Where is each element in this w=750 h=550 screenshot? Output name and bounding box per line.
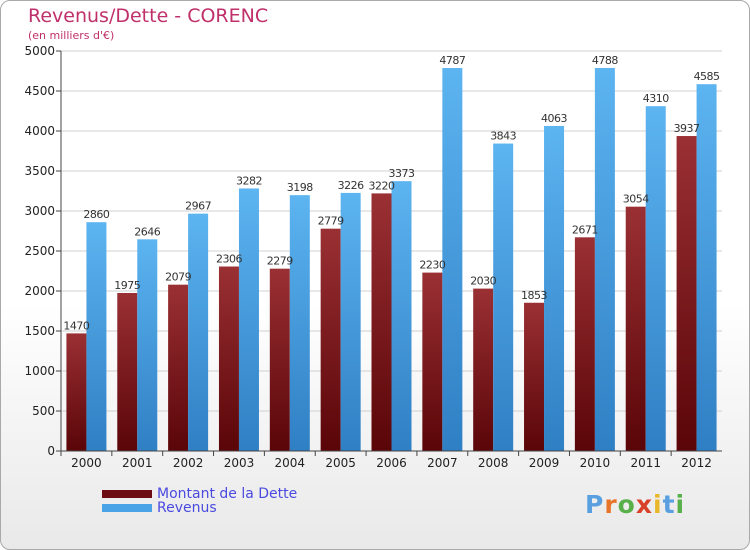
bar-revenus	[340, 192, 361, 452]
bar-revenus	[137, 239, 158, 451]
data-label-dette: 1853	[521, 289, 547, 302]
bar-revenus	[645, 106, 666, 451]
bar-revenus	[696, 84, 717, 451]
y-tick-label: 4000	[24, 124, 55, 138]
y-tick-label: 1000	[24, 364, 55, 378]
bar-dette	[422, 272, 443, 451]
data-label-revenus: 4310	[643, 92, 669, 105]
bar-revenus	[594, 67, 615, 452]
y-tick-label: 3000	[24, 204, 55, 218]
x-tick-label: 2005	[325, 456, 356, 470]
data-label-dette: 2279	[267, 255, 293, 268]
logo-letter: P	[585, 490, 605, 519]
data-label-dette: 1975	[114, 279, 140, 292]
data-label-revenus: 4787	[439, 54, 465, 67]
data-label-dette: 1470	[63, 319, 89, 332]
data-label-revenus: 4788	[592, 54, 618, 67]
y-tick-label: 2500	[24, 244, 55, 258]
data-label-dette: 3054	[623, 193, 649, 206]
bar-dette	[168, 284, 189, 451]
logo-letter: x	[635, 490, 653, 519]
data-labels: 1470 2860 1975 2646 2079 2967 2306 3282 2279 3198…	[63, 54, 720, 332]
x-tick-label: 2008	[478, 456, 509, 470]
bar-dette	[524, 302, 545, 451]
data-label-dette: 2079	[165, 271, 191, 284]
axes: 0 500 1000 1500 2000 2500 3000 3500 4000 4500 5000…	[24, 44, 722, 470]
data-label-dette: 3220	[369, 179, 395, 192]
legend-label-dette: Montant de la Dette	[157, 486, 298, 502]
bar-dette	[66, 333, 87, 451]
y-tick-label: 5000	[24, 44, 55, 58]
x-tick-label: 2007	[427, 456, 458, 470]
data-label-revenus: 3226	[338, 179, 364, 192]
chart-title: Revenus/Dette - CORENC	[28, 5, 269, 27]
bar-dette	[218, 266, 239, 451]
logo-letter: t	[662, 490, 676, 519]
y-tick-label: 0	[47, 444, 55, 458]
data-label-dette: 3937	[674, 122, 700, 135]
y-tick-label: 500	[32, 404, 55, 418]
legend-swatch-dette	[102, 490, 152, 498]
bar-revenus	[442, 68, 463, 451]
logo-letter: i	[675, 490, 686, 519]
x-tick-label: 2003	[224, 456, 255, 470]
data-label-dette: 2779	[318, 215, 344, 228]
data-label-dette: 2230	[419, 259, 445, 272]
x-tick-label: 2009	[529, 456, 560, 470]
x-tick-label: 2012	[681, 456, 712, 470]
bar-dette	[676, 136, 697, 452]
bar-revenus	[493, 143, 514, 451]
y-tick-label: 3500	[24, 164, 55, 178]
bar-revenus	[86, 222, 107, 451]
bar-revenus	[238, 188, 259, 451]
bars	[66, 67, 717, 452]
bar-dette	[269, 268, 290, 451]
logo-letter: i	[653, 490, 663, 519]
bar-revenus	[188, 213, 209, 451]
y-tick-label: 4500	[24, 84, 55, 98]
data-label-revenus: 3843	[490, 130, 516, 143]
data-label-revenus: 2646	[134, 225, 160, 238]
logo-letter: r	[604, 490, 618, 519]
bar-dette	[574, 237, 595, 451]
bar-dette	[320, 228, 341, 451]
data-label-revenus: 2860	[83, 208, 109, 221]
legend-label-revenus: Revenus	[157, 500, 217, 516]
data-label-revenus: 3373	[389, 167, 415, 180]
data-label-revenus: 2967	[185, 200, 211, 213]
data-label-dette: 2671	[572, 223, 598, 236]
chart-subtitle: (en milliers d'€)	[28, 29, 115, 42]
x-tick-label: 2006	[376, 456, 407, 470]
legend-swatch-revenus	[102, 504, 152, 512]
data-label-revenus: 3282	[236, 174, 262, 187]
x-tick-label: 2004	[275, 456, 306, 470]
logo-letter: o	[617, 490, 636, 519]
y-tick-label: 2000	[24, 284, 55, 298]
bar-dette	[473, 288, 494, 451]
data-label-revenus: 3198	[287, 181, 313, 194]
data-label-revenus: 4585	[694, 70, 720, 83]
x-tick-label: 2002	[173, 456, 204, 470]
bar-revenus	[391, 181, 412, 451]
bar-dette	[117, 293, 138, 451]
data-label-dette: 2030	[470, 275, 496, 288]
data-label-revenus: 4063	[541, 112, 567, 125]
proxiti-logo: Proxiti	[585, 490, 685, 519]
bar-revenus	[544, 125, 565, 452]
x-tick-label: 2000	[71, 456, 102, 470]
data-label-dette: 2306	[216, 253, 242, 266]
x-tick-label: 2001	[122, 456, 153, 470]
bar-dette	[371, 193, 392, 451]
bar-dette	[625, 206, 646, 451]
x-tick-label: 2011	[630, 456, 661, 470]
y-tick-label: 1500	[24, 324, 55, 338]
x-tick-label: 2010	[580, 456, 611, 470]
bar-revenus	[289, 195, 310, 451]
